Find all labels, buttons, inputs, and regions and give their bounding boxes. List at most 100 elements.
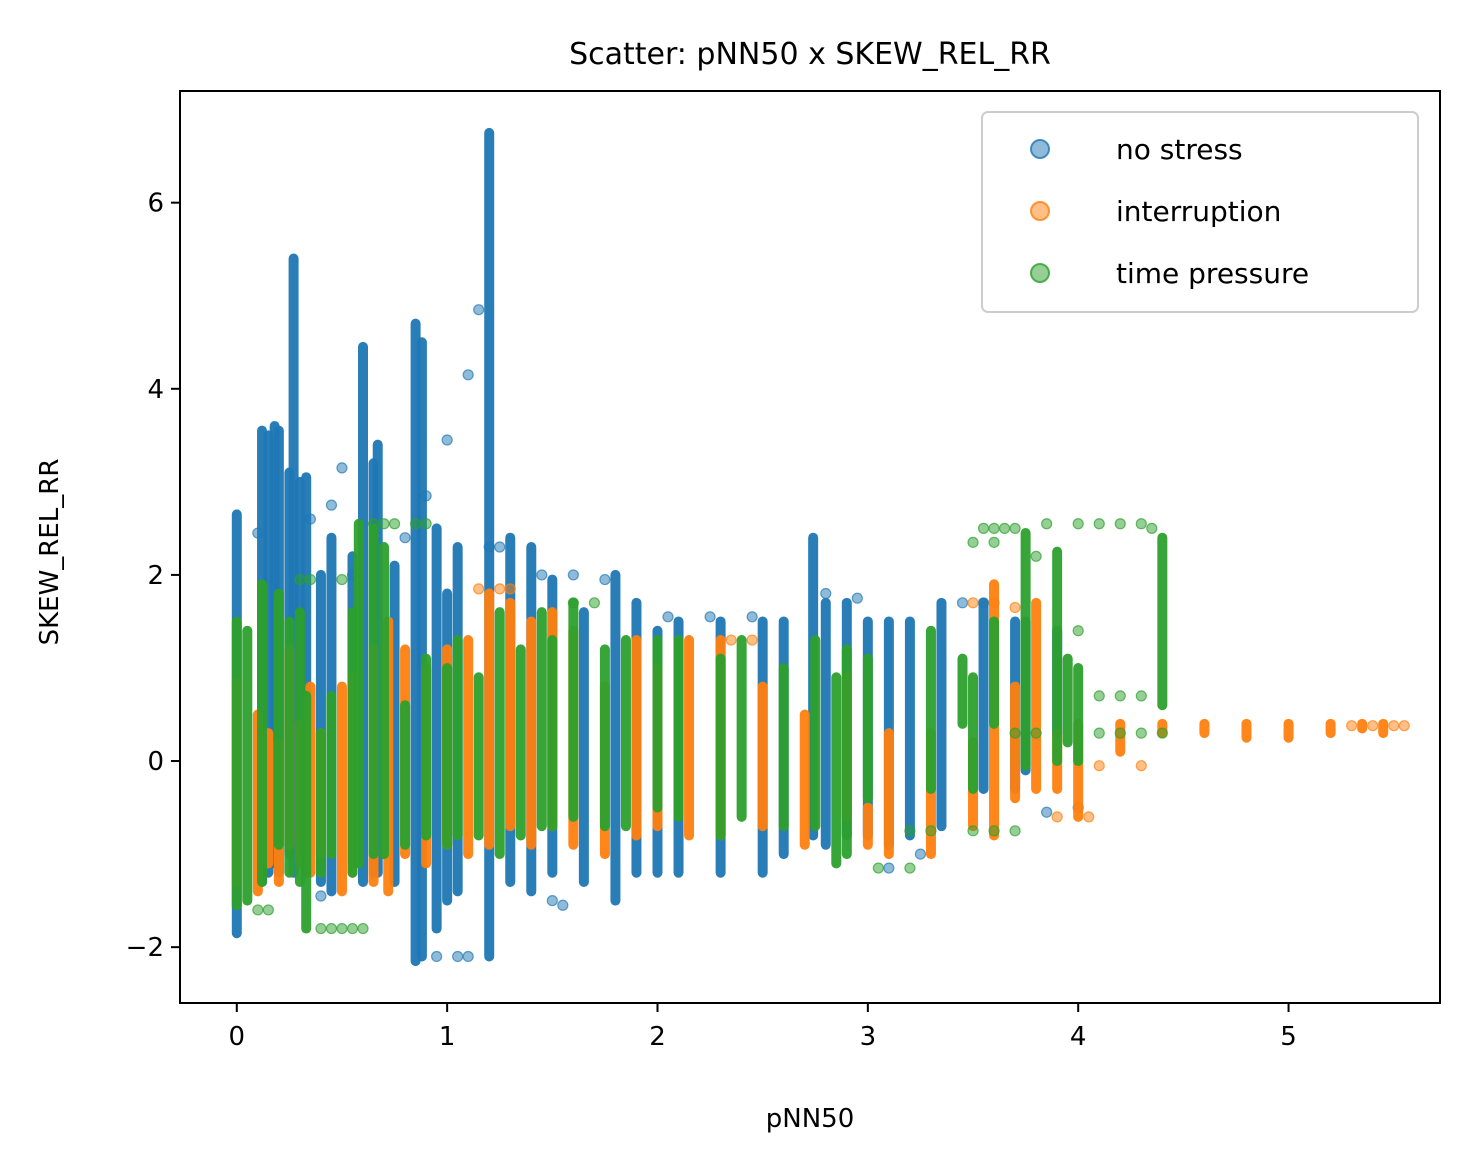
data-strip [526, 616, 537, 850]
data-point [977, 597, 990, 609]
data-strip [494, 607, 505, 860]
data-strip [610, 569, 621, 906]
data-strip [599, 644, 610, 832]
data-strip [301, 690, 312, 934]
data-point [252, 904, 264, 916]
data-strip [957, 653, 968, 729]
x-tick-label: 2 [649, 1022, 666, 1052]
data-strip [578, 607, 589, 888]
data-point [914, 848, 927, 860]
data-strip [421, 653, 432, 841]
data-strip [736, 635, 747, 822]
data-point [452, 950, 464, 963]
data-point [1041, 806, 1053, 818]
x-tick-label: 0 [229, 1022, 246, 1052]
data-strip [400, 700, 411, 850]
data-strip [862, 802, 873, 850]
data-point [336, 922, 348, 935]
data-strip [326, 690, 337, 860]
data-strip [841, 644, 852, 860]
data-point [462, 369, 474, 381]
data-point [988, 522, 1000, 534]
data-point [388, 518, 401, 530]
data-strip [515, 644, 526, 841]
data-point [988, 825, 1000, 837]
data-point [1009, 522, 1021, 534]
data-strip [463, 635, 474, 860]
legend-marker [1030, 263, 1050, 283]
data-point [704, 611, 716, 623]
data-strip [799, 709, 810, 850]
data-point [367, 518, 380, 530]
data-strip [684, 635, 695, 841]
data-point [872, 862, 884, 874]
data-point [883, 862, 895, 874]
data-strip [242, 625, 253, 906]
data-point [1398, 720, 1410, 732]
data-strip [1031, 597, 1042, 794]
data-strip [862, 653, 873, 804]
data-strip [757, 681, 768, 832]
data-point [325, 499, 338, 511]
data-point [315, 922, 327, 935]
data-strip [473, 672, 484, 841]
data-point [967, 536, 979, 548]
legend-marker [1030, 139, 1050, 159]
data-point [1135, 727, 1147, 739]
data-point [557, 899, 569, 911]
data-point [1114, 727, 1126, 739]
data-strip [1325, 718, 1336, 739]
legend-marker [1030, 201, 1050, 221]
data-strip [1283, 718, 1294, 743]
data-point [1083, 811, 1095, 823]
data-point [1135, 690, 1147, 702]
data-point [1135, 518, 1147, 530]
data-point [588, 597, 600, 609]
data-point [1009, 601, 1021, 614]
data-point [420, 518, 432, 530]
data-point [988, 597, 1000, 609]
data-point [304, 513, 317, 525]
x-tick-label: 3 [860, 1022, 877, 1052]
data-strip [353, 518, 364, 869]
data-point [325, 922, 338, 935]
data-point [1156, 727, 1168, 739]
data-point [315, 890, 327, 902]
series-time-pressure [231, 518, 1168, 935]
data-point [904, 825, 916, 837]
data-point [357, 922, 369, 935]
data-point [1346, 720, 1358, 732]
data-point [304, 573, 317, 586]
y-tick-label: 2 [147, 561, 164, 591]
x-tick-label: 1 [439, 1022, 456, 1052]
data-strip [231, 616, 242, 911]
y-tick-label: 0 [147, 747, 164, 777]
data-point [1135, 760, 1147, 772]
data-strip [673, 635, 684, 822]
data-strip [568, 597, 579, 822]
data-point [725, 634, 737, 646]
data-strip [547, 635, 558, 832]
data-strip [1357, 718, 1368, 734]
data-point [1030, 727, 1042, 739]
data-strip [936, 597, 947, 832]
data-point [820, 587, 832, 600]
data-strip [505, 597, 516, 832]
data-point [420, 490, 432, 502]
data-point [977, 522, 990, 534]
data-point [967, 825, 979, 837]
data-point [1041, 518, 1053, 530]
data-strip [1241, 718, 1252, 743]
data-strip [778, 662, 789, 832]
x-tick-label: 4 [1070, 1022, 1087, 1052]
y-tick-label: 6 [147, 189, 164, 219]
data-strip [379, 542, 390, 860]
data-strip [978, 597, 989, 794]
data-strip [536, 607, 547, 832]
data-point [462, 950, 474, 963]
data-point [988, 536, 1000, 548]
data-marks [231, 127, 1410, 967]
data-point [1114, 690, 1126, 702]
data-point [399, 532, 411, 544]
data-point [494, 541, 506, 553]
